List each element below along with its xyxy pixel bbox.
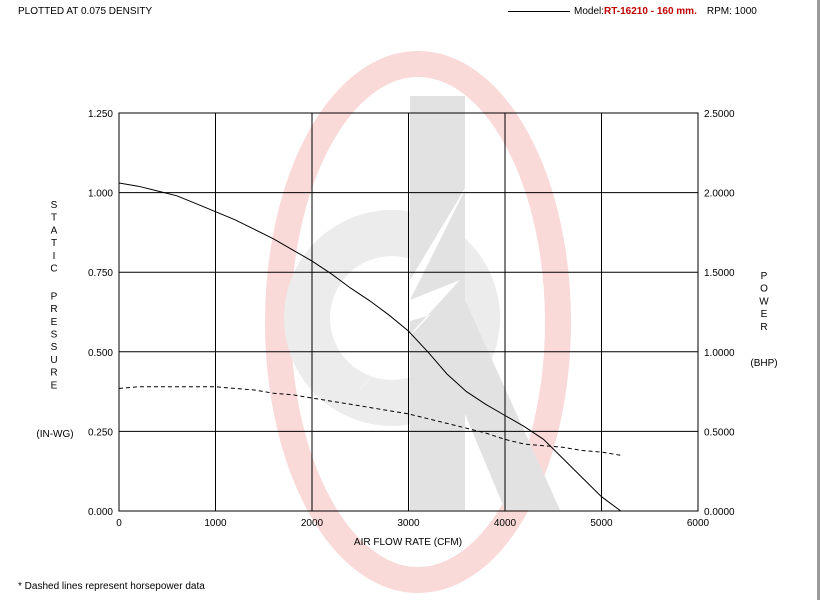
axis-label-letter: A [51,225,58,236]
x-tick-label: 3000 [397,518,420,529]
axis-label-letter: E [51,380,58,391]
x-axis-ticks: 0 1000 2000 3000 4000 5000 6000 [116,518,709,529]
axis-label-letter: T [51,213,57,224]
axis-label-letter: C [50,264,57,275]
y2-tick-label: 2.0000 [704,189,735,200]
x-tick-label: 5000 [590,518,613,529]
axis-label-letter: S [51,342,58,353]
window-edge [817,0,820,600]
pressure-curve-line [118,182,622,512]
legend-line-sample [508,11,570,12]
x-tick-label: 0 [116,518,122,529]
power-curve-line [118,386,621,456]
brand-watermark-logo [265,51,571,593]
axis-label-letter: T [51,238,57,249]
axis-label-letter: E [761,309,768,320]
axis-label-letter: R [50,304,57,315]
axis-label-letter: I [53,251,56,262]
density-label: PLOTTED AT 0.075 DENSITY [18,6,153,17]
rpm-label: RPM: 1000 [706,6,757,17]
model-value: RT-16210 - 160 mm. [604,6,697,17]
y-tick-label: 0.500 [88,348,113,359]
x-tick-label: 6000 [687,518,710,529]
axis-label-letter: R [760,322,767,333]
y-tick-label: 0.250 [88,427,113,438]
y-tick-label: 1.000 [88,189,113,200]
y2-tick-label: 2.5000 [704,109,735,120]
x-tick-label: 4000 [494,518,517,529]
x-tick-label: 2000 [301,518,324,529]
y-tick-label: 0.000 [88,507,113,518]
axis-label-letter: P [51,291,58,302]
y-axis-ticks: 0.000 0.250 0.500 0.750 1.000 1.250 [88,109,113,518]
y2-tick-label: 1.0000 [704,348,735,359]
y-axis-unit: (IN-WG) [36,429,73,440]
chart-series [118,182,622,512]
y2-axis-unit: (BHP) [750,358,777,369]
chart-grid [118,112,699,512]
y2-axis-ticks: 0.0000 0.5000 1.0000 1.5000 2.0000 2.5000 [704,109,735,518]
axis-label-letter: P [761,271,768,282]
axis-label-letter: S [51,200,58,211]
y2-tick-label: 0.0000 [704,507,735,518]
x-tick-label: 1000 [204,518,227,529]
model-header: Model: RT-16210 - 160 mm. RPM: 1000 [508,6,757,17]
axis-label-letter: S [51,330,58,341]
axis-label-letter: R [50,368,57,379]
model-label: Model: [574,6,605,17]
y2-tick-label: 0.5000 [704,427,735,438]
axis-label-letter: U [50,355,57,366]
y-tick-label: 1.250 [88,109,113,120]
y-tick-label: 0.750 [88,268,113,279]
axis-label-letter: E [51,317,58,328]
axis-label-letter: W [759,296,769,307]
y2-tick-label: 1.5000 [704,268,735,279]
axis-label-letter: O [760,284,768,295]
footnote: * Dashed lines represent horsepower data [18,581,205,592]
x-axis-label: AIR FLOW RATE (CFM) [354,537,462,548]
